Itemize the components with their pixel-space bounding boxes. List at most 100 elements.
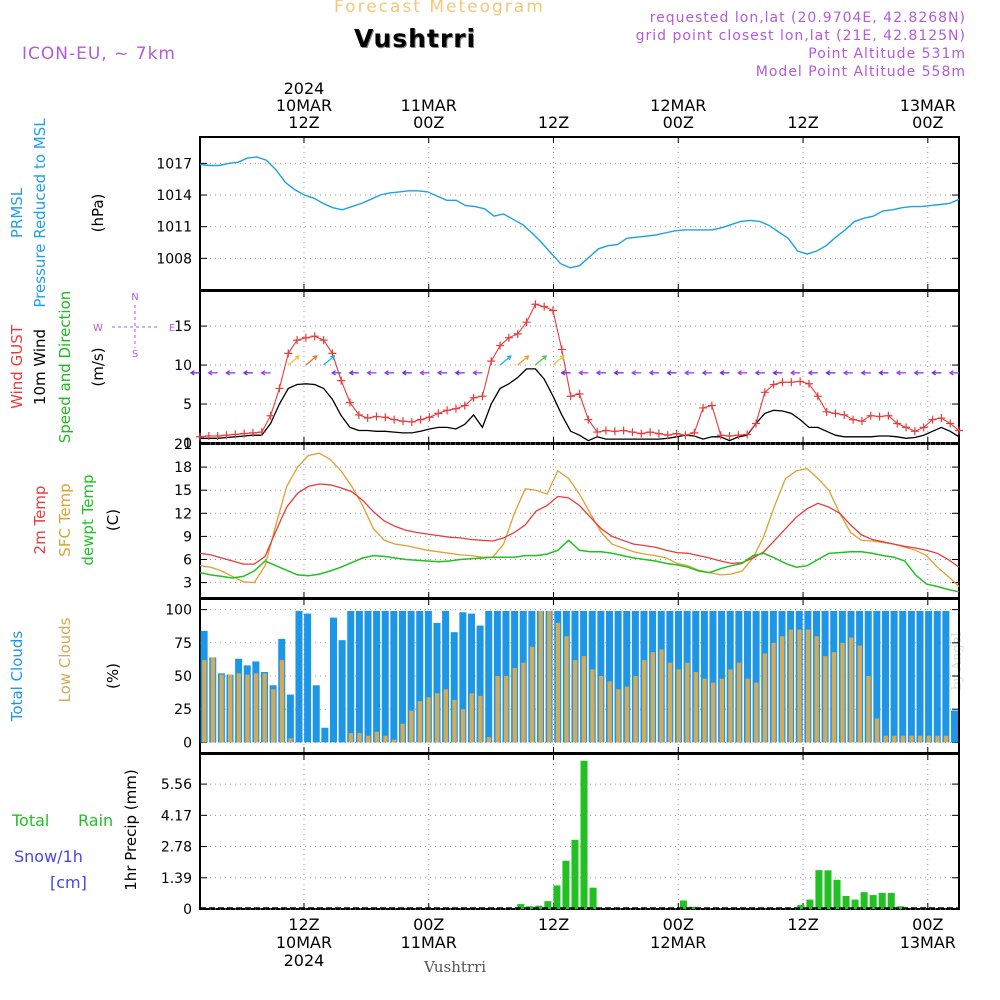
chart-title: Forecast Meteogram <box>334 0 545 17</box>
bottom-time-label: 12Z <box>288 915 319 934</box>
top-time-label: 12Z <box>787 113 818 132</box>
low-cloud-bar <box>417 701 423 743</box>
low-cloud-bar <box>590 669 595 743</box>
wind-direction-arrow <box>287 355 300 366</box>
pressure-label-long: Pressure Reduced to MSL <box>31 118 49 308</box>
low-cloud-bar <box>538 610 543 743</box>
wind-direction-arrowhead <box>260 370 266 376</box>
low-cloud-bar <box>564 636 569 743</box>
y-tick-label: 12 <box>174 506 192 522</box>
wind-gust-marker <box>275 384 284 393</box>
wind-direction-arrowhead <box>684 370 689 376</box>
wind-gust-marker <box>919 423 928 432</box>
compass-s: S <box>132 349 138 360</box>
low-cloud-bar <box>288 738 293 743</box>
wind-gust-label: Wind GUST <box>8 324 26 409</box>
sfc-temp-line <box>199 452 960 587</box>
bottom-time-label: 12Z <box>787 915 818 934</box>
low-cloud-bar <box>383 735 388 743</box>
temp-unit-label: (C) <box>104 509 122 531</box>
y-tick-label: 100 <box>165 603 192 619</box>
low-cloud-bar <box>469 693 474 743</box>
low-cloud-bar <box>245 674 250 743</box>
top-time-label: 10MAR <box>276 96 332 115</box>
panel-1: 1008 1011 1014 1017 <box>156 136 960 291</box>
y-tick-label: 50 <box>174 669 192 685</box>
rain-bar <box>833 879 841 909</box>
wind-direction-arrowhead <box>578 370 584 376</box>
bottom-time-label: 12Z <box>538 915 569 934</box>
wind-gust-marker <box>840 410 849 419</box>
low-cloud-bar <box>642 660 647 743</box>
low-cloud-bar <box>529 646 535 743</box>
wind-direction-arrowhead <box>931 370 937 376</box>
wind-direction-arrowhead <box>542 355 548 361</box>
rain-bar <box>806 899 814 909</box>
wind-direction-arrow <box>534 355 547 366</box>
wind-direction-arrowhead <box>842 370 848 376</box>
wind-gust-marker <box>822 407 831 416</box>
wind-gust-marker <box>796 377 805 386</box>
low-cloud-bar <box>219 674 224 743</box>
bottom-time-label: 2024 <box>284 951 325 970</box>
rain-bar <box>887 892 895 909</box>
rain-bar <box>679 900 687 909</box>
wind-gust-marker <box>257 428 266 437</box>
wind-direction-arrowhead <box>913 370 919 376</box>
point-altitude: Point Altitude 531m <box>808 46 966 62</box>
low-cloud-bar <box>478 695 483 743</box>
total-cloud-bar <box>925 610 933 743</box>
wind-gust-marker <box>672 429 681 438</box>
total-cloud-bar <box>424 610 432 743</box>
rain-bar <box>896 906 904 909</box>
low-cloud-bar <box>797 629 802 743</box>
wind-direction-arrowhead <box>207 370 213 376</box>
rain-bar <box>589 887 597 909</box>
wind-gust-marker <box>725 431 734 440</box>
y-tick-label: 5 <box>183 397 192 413</box>
low-cloud-bar <box>943 735 949 743</box>
wind-gust-marker <box>699 403 708 412</box>
rain-bar <box>688 906 696 909</box>
low-cloud-bar <box>624 686 630 743</box>
low-cloud-bar <box>452 699 457 743</box>
wind-gust-marker <box>637 429 646 438</box>
wind-direction-arrowhead <box>948 370 954 376</box>
total-cloud-bar <box>347 610 355 743</box>
wind-direction-arrowhead <box>454 370 460 376</box>
low-cloud-bar <box>840 642 845 743</box>
wind-direction-arrowhead <box>754 370 760 376</box>
low-cloud-bar <box>391 739 397 743</box>
total-cloud-bar <box>355 610 363 743</box>
wind-gust-marker <box>619 426 628 435</box>
wind-direction-arrowhead <box>613 370 619 376</box>
wind-direction-arrowhead <box>648 370 654 376</box>
wind-direction-arrow <box>499 355 512 366</box>
wind-gust-marker <box>222 431 231 440</box>
wind-gust-marker <box>884 411 893 420</box>
total-cloud-bar <box>752 610 760 743</box>
dewpoint-line <box>199 539 960 593</box>
pressure-unit-label: (hPa) <box>89 194 107 233</box>
wind-direction-arrowhead <box>225 370 231 376</box>
wind-direction-arrowhead <box>560 370 566 376</box>
wind-gust-marker <box>284 349 293 358</box>
wind-10m-label: 10m Wind <box>31 329 49 405</box>
wind-gust-marker <box>248 428 257 437</box>
model-altitude: Model Point Altitude 558m <box>755 64 966 80</box>
rain-bar <box>869 895 877 909</box>
low-cloud-bar <box>271 689 276 743</box>
wind-gust-marker <box>849 415 858 424</box>
y-tick-label: 2.78 <box>161 840 192 856</box>
wind-gust-marker <box>513 329 522 338</box>
wind-gust-marker <box>601 426 610 435</box>
rain-bar <box>824 870 832 909</box>
top-time-label: 00Z <box>912 113 943 132</box>
low-cloud-bar <box>866 676 871 743</box>
wind-gust-marker <box>204 431 213 440</box>
y-tick-label: 10 <box>174 358 192 374</box>
wind-gust-marker <box>557 345 566 354</box>
low-cloud-bar <box>805 629 811 743</box>
low-cloud-bar <box>685 662 690 743</box>
wind-gust-marker <box>628 428 637 437</box>
